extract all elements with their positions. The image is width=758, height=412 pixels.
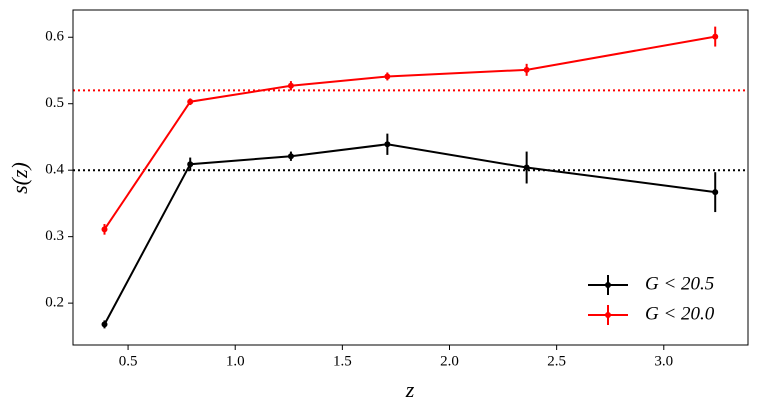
data-point: [187, 98, 194, 105]
y-tick-label: 0.6: [45, 29, 64, 45]
x-tick-label: 2.0: [440, 353, 459, 369]
x-tick-label: 3.0: [654, 353, 673, 369]
series-line: [103, 143, 716, 325]
data-point: [712, 189, 719, 196]
y-axis-label: s(z): [7, 162, 32, 194]
data-point: [101, 321, 108, 328]
data-point: [384, 141, 391, 148]
data-point: [712, 33, 719, 40]
data-point: [101, 226, 108, 233]
legend-label: G < 20.5: [645, 273, 714, 294]
y-tick-label: 0.3: [45, 228, 64, 244]
y-tick-label: 0.5: [45, 95, 64, 111]
series-line: [103, 35, 716, 230]
x-tick-label: 0.5: [119, 353, 138, 369]
y-tick-label: 0.2: [45, 295, 64, 311]
x-axis-label: z: [405, 377, 415, 402]
data-point: [523, 66, 530, 73]
data-point: [287, 153, 294, 160]
data-point: [187, 161, 194, 168]
x-tick-label: 2.5: [547, 353, 566, 369]
legend-label: G < 20.0: [645, 303, 715, 324]
y-tick-label: 0.4: [45, 162, 64, 178]
legend-marker: [605, 312, 611, 318]
legend-marker: [605, 282, 611, 288]
x-tick-label: 1.5: [333, 353, 352, 369]
x-tick-label: 1.0: [226, 353, 245, 369]
data-point: [287, 82, 294, 89]
data-point: [384, 73, 391, 80]
data-point: [523, 164, 530, 171]
plot-frame: [72, 9, 749, 346]
